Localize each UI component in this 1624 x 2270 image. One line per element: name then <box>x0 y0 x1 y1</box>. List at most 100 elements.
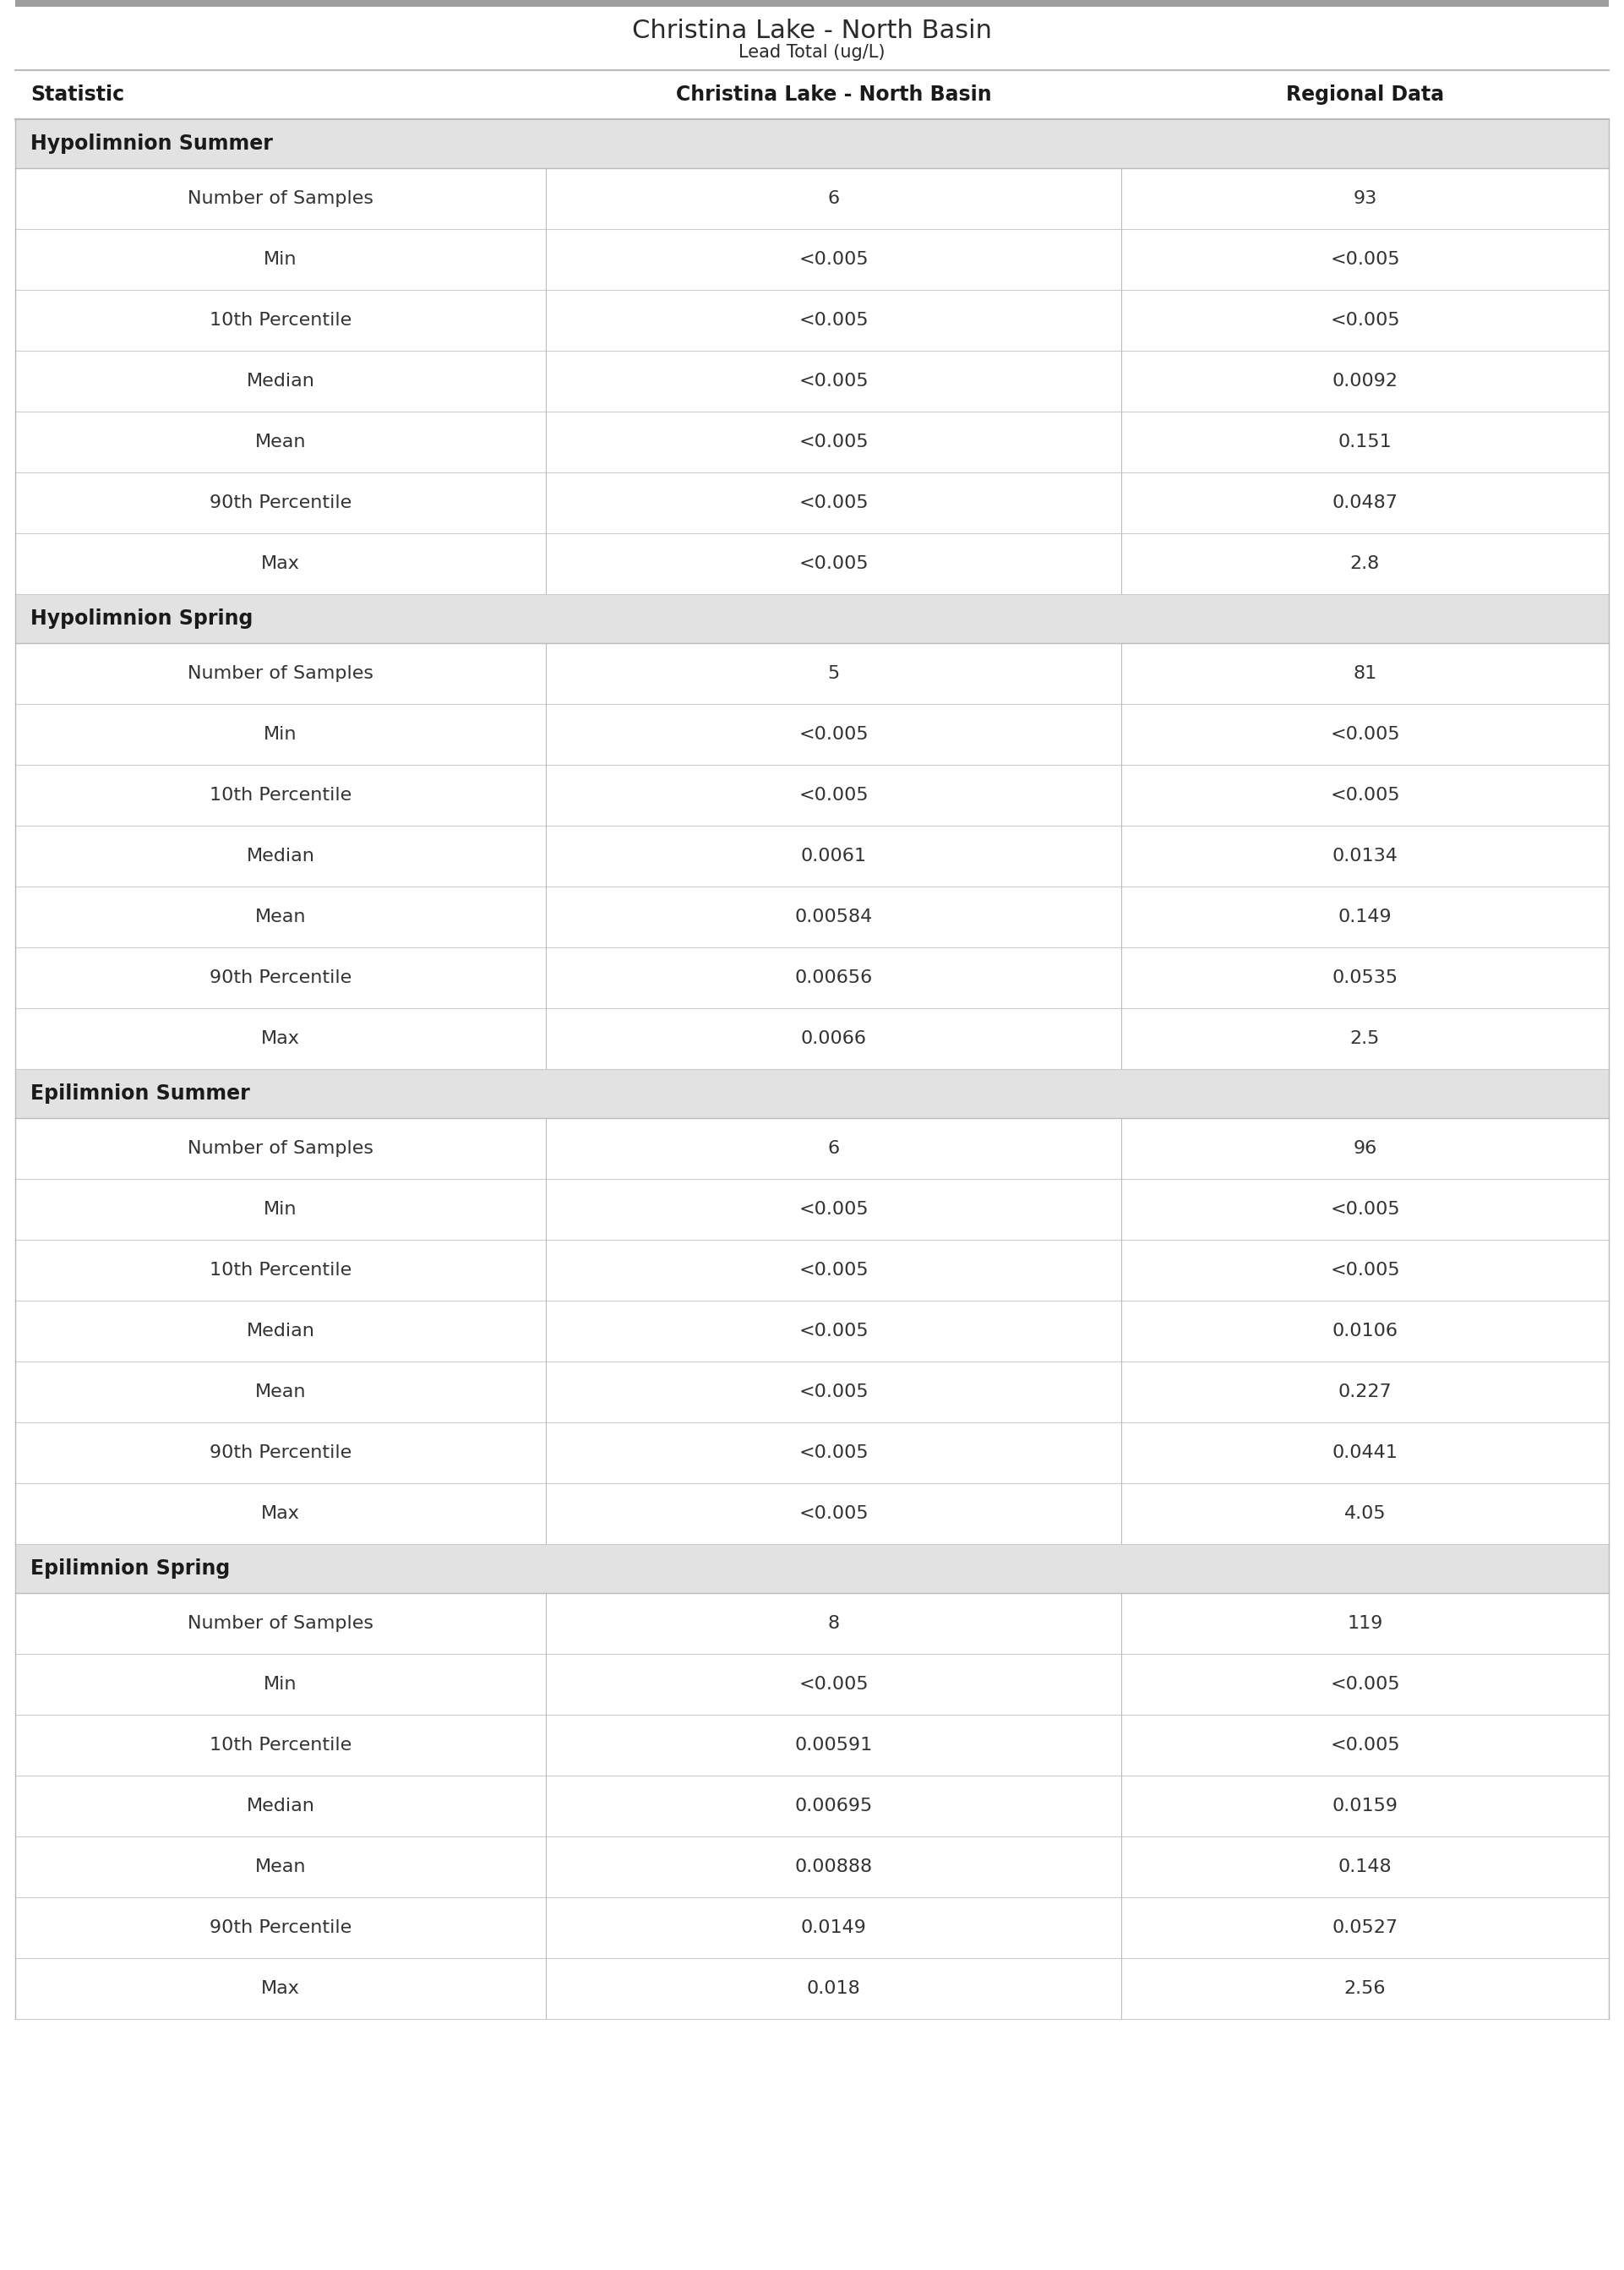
Text: Max: Max <box>261 1505 300 1523</box>
Text: <0.005: <0.005 <box>1330 252 1400 268</box>
Text: <0.005: <0.005 <box>799 1323 869 1339</box>
Text: Lead Total (ug/L): Lead Total (ug/L) <box>739 43 885 61</box>
Bar <box>15 642 1609 704</box>
Bar <box>15 291 1609 352</box>
Text: 10th Percentile: 10th Percentile <box>209 788 352 804</box>
Text: Number of Samples: Number of Samples <box>188 1140 374 1158</box>
Text: 0.0092: 0.0092 <box>1332 372 1398 390</box>
Bar <box>15 411 1609 472</box>
Text: Christina Lake - North Basin: Christina Lake - North Basin <box>632 18 992 43</box>
Text: <0.005: <0.005 <box>799 1382 869 1401</box>
Text: Epilimnion Spring: Epilimnion Spring <box>31 1559 231 1578</box>
Text: 4.05: 4.05 <box>1345 1505 1385 1523</box>
Bar <box>15 1775 1609 1836</box>
Bar <box>15 168 1609 229</box>
Bar <box>15 352 1609 411</box>
Text: <0.005: <0.005 <box>799 556 869 572</box>
Text: 0.018: 0.018 <box>807 1979 861 1998</box>
Text: <0.005: <0.005 <box>799 1201 869 1217</box>
Text: <0.005: <0.005 <box>1330 1737 1400 1755</box>
Text: 0.00888: 0.00888 <box>794 1859 872 1875</box>
Text: 6: 6 <box>828 1140 840 1158</box>
Text: 0.0134: 0.0134 <box>1332 847 1398 865</box>
Text: <0.005: <0.005 <box>1330 1262 1400 1278</box>
Bar <box>15 1714 1609 1775</box>
Text: 90th Percentile: 90th Percentile <box>209 1918 352 1936</box>
Text: 0.00584: 0.00584 <box>794 908 872 926</box>
Bar <box>15 1119 1609 1178</box>
Text: 0.0487: 0.0487 <box>1332 495 1398 511</box>
Text: 5: 5 <box>828 665 840 681</box>
Text: Number of Samples: Number of Samples <box>188 191 374 207</box>
Text: <0.005: <0.005 <box>799 1444 869 1462</box>
Bar <box>15 1008 1609 1069</box>
Bar <box>15 1482 1609 1544</box>
Text: Min: Min <box>263 252 297 268</box>
Text: Epilimnion Summer: Epilimnion Summer <box>31 1083 250 1103</box>
Bar <box>15 704 1609 765</box>
Text: 8: 8 <box>828 1614 840 1632</box>
Text: Hypolimnion Summer: Hypolimnion Summer <box>31 134 273 154</box>
Bar <box>15 1362 1609 1423</box>
Text: 6: 6 <box>828 191 840 207</box>
Text: Min: Min <box>263 726 297 742</box>
Bar <box>15 1423 1609 1482</box>
Text: Median: Median <box>247 372 315 390</box>
Text: Mean: Mean <box>255 908 305 926</box>
Text: <0.005: <0.005 <box>799 1675 869 1693</box>
Text: 0.149: 0.149 <box>1338 908 1392 926</box>
Bar <box>15 1959 1609 2018</box>
Text: 0.0149: 0.0149 <box>801 1918 867 1936</box>
Text: Median: Median <box>247 1798 315 1814</box>
Text: 2.5: 2.5 <box>1350 1031 1380 1046</box>
Text: <0.005: <0.005 <box>799 495 869 511</box>
Text: <0.005: <0.005 <box>799 372 869 390</box>
Text: Median: Median <box>247 847 315 865</box>
Text: 0.0106: 0.0106 <box>1332 1323 1398 1339</box>
Text: 0.0159: 0.0159 <box>1332 1798 1398 1814</box>
Text: 0.00695: 0.00695 <box>794 1798 872 1814</box>
Text: 90th Percentile: 90th Percentile <box>209 969 352 985</box>
Text: Mean: Mean <box>255 434 305 449</box>
Text: Min: Min <box>263 1201 297 1217</box>
Text: Number of Samples: Number of Samples <box>188 665 374 681</box>
Text: 0.00591: 0.00591 <box>794 1737 872 1755</box>
Text: Median: Median <box>247 1323 315 1339</box>
Text: 10th Percentile: 10th Percentile <box>209 1262 352 1278</box>
Text: <0.005: <0.005 <box>1330 1675 1400 1693</box>
Bar <box>15 1655 1609 1714</box>
Bar <box>15 1898 1609 1959</box>
Text: 10th Percentile: 10th Percentile <box>209 1737 352 1755</box>
Bar <box>15 533 1609 595</box>
Text: 2.8: 2.8 <box>1350 556 1380 572</box>
Bar <box>15 1544 1609 1594</box>
Text: <0.005: <0.005 <box>1330 1201 1400 1217</box>
Text: <0.005: <0.005 <box>799 726 869 742</box>
Text: <0.005: <0.005 <box>799 311 869 329</box>
Bar <box>15 595 1609 642</box>
Text: Min: Min <box>263 1675 297 1693</box>
Bar <box>15 1301 1609 1362</box>
Bar <box>15 472 1609 533</box>
Text: 119: 119 <box>1346 1614 1384 1632</box>
Text: Mean: Mean <box>255 1382 305 1401</box>
Text: 0.0066: 0.0066 <box>801 1031 867 1046</box>
Text: 93: 93 <box>1353 191 1377 207</box>
Bar <box>15 1239 1609 1301</box>
Bar <box>15 826 1609 888</box>
Text: Regional Data: Regional Data <box>1286 84 1444 104</box>
Text: 0.0441: 0.0441 <box>1332 1444 1398 1462</box>
Bar <box>15 118 1609 168</box>
Text: Hypolimnion Spring: Hypolimnion Spring <box>31 608 253 629</box>
Text: <0.005: <0.005 <box>799 1505 869 1523</box>
Text: <0.005: <0.005 <box>799 252 869 268</box>
Text: <0.005: <0.005 <box>799 434 869 449</box>
Text: <0.005: <0.005 <box>1330 311 1400 329</box>
Bar <box>15 0 1609 7</box>
Bar <box>15 1069 1609 1119</box>
Text: 10th Percentile: 10th Percentile <box>209 311 352 329</box>
Text: Max: Max <box>261 1031 300 1046</box>
Text: 0.0535: 0.0535 <box>1332 969 1398 985</box>
Text: Statistic: Statistic <box>31 84 125 104</box>
Text: 0.0061: 0.0061 <box>801 847 867 865</box>
